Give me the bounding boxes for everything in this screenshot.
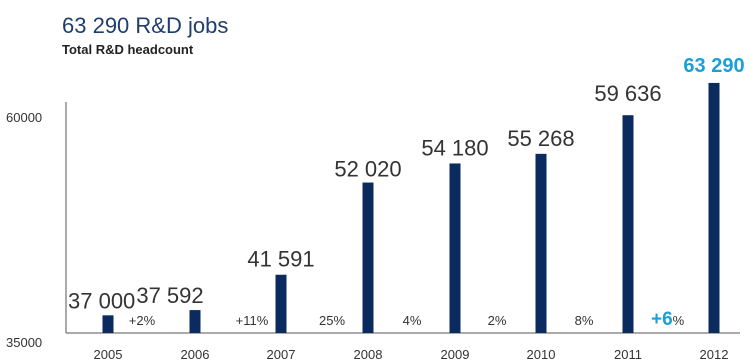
bar-2011 [622, 115, 634, 333]
bar-2010 [535, 153, 547, 333]
value-label-2012: 63 290 [683, 55, 744, 77]
value-label-2005: 37 000 [68, 288, 135, 313]
x-tick-label-2010: 2010 [527, 347, 556, 362]
x-tick-label-2008: 2008 [354, 347, 383, 362]
growth-label: 8% [575, 313, 594, 328]
value-label-2007: 41 591 [247, 247, 314, 272]
growth-label-highlight-number: +6 [651, 309, 673, 330]
bar-2005 [102, 315, 114, 333]
x-tick-label-2006: 2006 [181, 347, 210, 362]
value-label-2010: 55 268 [507, 126, 574, 151]
growth-label: 2% [488, 313, 507, 328]
x-tick-label-2009: 2009 [441, 347, 470, 362]
y-tick-label-60000: 60000 [6, 110, 42, 125]
value-label-2006: 37 592 [136, 283, 203, 308]
bar-2009 [449, 163, 461, 333]
growth-label: +2% [129, 313, 156, 328]
growth-label: 25% [319, 313, 345, 328]
y-tick-label-35000: 35000 [6, 335, 42, 350]
x-tick-label-2012: 2012 [700, 347, 729, 362]
x-tick-label-2007: 2007 [267, 347, 296, 362]
value-label-2009: 54 180 [421, 135, 488, 160]
value-label-2011: 59 636 [594, 81, 661, 106]
chart-title: 63 290 R&D jobs [62, 13, 228, 38]
bar-2008 [362, 182, 374, 333]
growth-label: +11% [236, 313, 269, 328]
value-label-2008: 52 020 [334, 157, 401, 182]
growth-label-highlight: +6% [651, 309, 685, 330]
x-labels-layer: 2005 2006 2007 2008 2009 2010 2011 2012 [94, 347, 729, 362]
bar-2007 [275, 274, 287, 333]
chart-subtitle: Total R&D headcount [62, 42, 194, 57]
x-tick-label-2005: 2005 [94, 347, 123, 362]
bar-2012 [708, 82, 720, 333]
growth-label-highlight-suffix: % [673, 313, 685, 328]
bars-layer [102, 82, 720, 333]
x-tick-label-2011: 2011 [614, 347, 642, 362]
value-labels-layer: 37 000 37 592 41 591 52 020 54 180 55 268 59 6… [68, 55, 745, 313]
bar-2006 [189, 310, 201, 333]
growth-labels-layer: +2% +11% 25% 4% 2% 8% +6% [129, 309, 685, 330]
growth-label: 4% [403, 313, 422, 328]
